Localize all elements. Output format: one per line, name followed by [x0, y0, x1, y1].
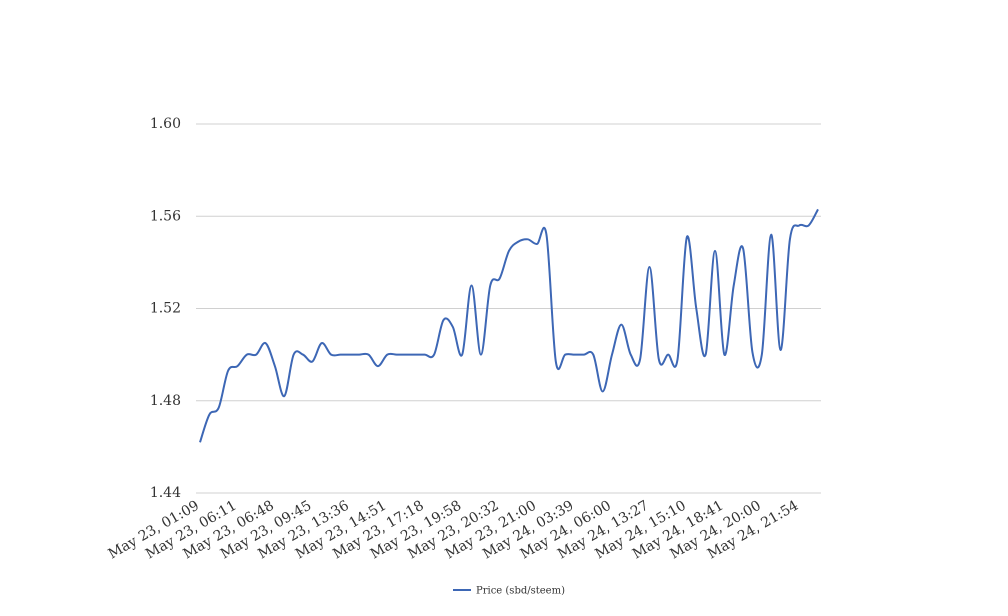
- legend-label: Price (sbd/steem): [476, 586, 565, 597]
- y-tick-label: 1.44: [150, 485, 181, 501]
- y-tick-label: 1.60: [150, 116, 181, 132]
- line: [199, 208, 819, 443]
- y-tick-label: 1.48: [150, 393, 181, 409]
- y-tick-label: 1.56: [150, 208, 181, 224]
- y-tick-label: 1.52: [150, 301, 181, 317]
